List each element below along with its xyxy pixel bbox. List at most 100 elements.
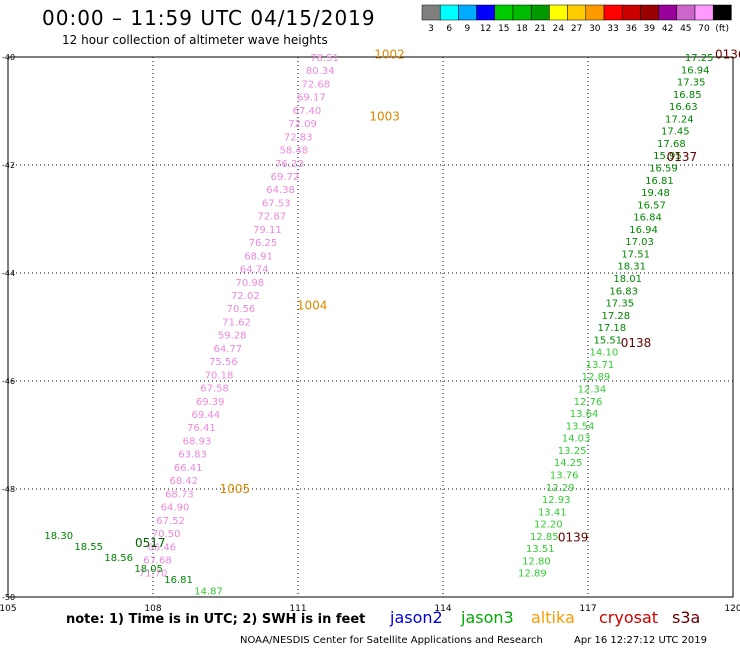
wave-height-value: 79.11 [253, 225, 282, 236]
pass-labels: 1002 1003 1004 1005 0136 0137 0138 0139 0517 [135, 47, 740, 550]
wave-height-value: 18.55 [74, 542, 103, 553]
legend-jason2: jason2 [390, 608, 443, 627]
footer-timestamp: Apr 16 12:27:12 UTC 2019 [574, 635, 707, 646]
wave-height-value: 17.35 [677, 78, 706, 89]
wave-height-value: 64.77 [213, 344, 242, 355]
wave-height-value: 16.63 [669, 102, 698, 113]
x-tick-label: 108 [144, 604, 161, 614]
color-scale-label: 33 [607, 24, 618, 34]
color-scale-label: 15 [498, 24, 509, 34]
wave-height-value: 72.09 [288, 119, 317, 130]
wave-height-value: 12.29 [546, 483, 575, 494]
color-scale-label: 6 [446, 24, 452, 34]
legend-cryosat: cryosat [599, 608, 659, 627]
page-subtitle: 12 hour collection of altimeter wave hei… [62, 33, 328, 47]
plot-grid [7, 56, 734, 598]
color-scale-label: (ft) [715, 24, 729, 34]
wave-height-value: 13.41 [538, 507, 567, 518]
color-swatch [694, 4, 714, 21]
wave-height-value: 12.76 [574, 397, 603, 408]
wave-height-value: 70.56 [227, 304, 256, 315]
wave-height-value: 72.87 [257, 212, 286, 223]
color-swatch [494, 4, 514, 21]
color-swatch [676, 4, 696, 21]
wave-height-value: 18.01 [613, 274, 642, 285]
wave-height-value: 80.34 [306, 66, 335, 77]
wave-height-value: 67.52 [156, 516, 185, 527]
wave-height-value: 68.91 [244, 251, 273, 262]
wave-height-value: 70.98 [235, 278, 264, 289]
color-swatch [585, 4, 605, 21]
wave-height-value: 72.83 [284, 132, 313, 143]
y-tick-label: -46 [2, 377, 15, 386]
wave-height-value: 13.64 [570, 409, 599, 420]
color-swatch [530, 4, 550, 21]
pass-label: 0137 [667, 150, 698, 164]
wave-height-value: 69.72 [271, 172, 300, 183]
wave-height-value: 12.93 [542, 495, 571, 506]
data-points: 78.51 80.34 72.68 69.17 67.40 72.09 72.83 58.48… [44, 53, 713, 597]
legend-jason3: jason3 [461, 608, 514, 627]
wave-height-value: 15.51 [594, 335, 623, 346]
wave-height-value: 18.30 [44, 531, 73, 542]
color-swatch [476, 4, 496, 21]
wave-height-value: 12.34 [578, 385, 607, 396]
x-tick-label: 105 [0, 604, 17, 614]
footer-center: NOAA/NESDIS Center for Satellite Applica… [240, 635, 543, 646]
color-scale-label: 18 [516, 24, 528, 34]
x-tick-label: 117 [579, 604, 596, 614]
color-swatch [512, 4, 532, 21]
wave-height-value: 16.59 [649, 164, 678, 175]
wave-height-value: 70.18 [205, 370, 234, 381]
pass-label: 1005 [220, 482, 251, 496]
color-scale-label: 39 [644, 24, 656, 34]
wave-height-value: 72.68 [301, 79, 330, 90]
wave-height-value: 76.41 [187, 423, 216, 434]
wave-height-value: 67.58 [200, 384, 229, 395]
y-tick-label: -50 [2, 593, 15, 602]
wave-height-value: 69.44 [191, 410, 220, 421]
wave-height-value: 64.90 [161, 503, 190, 514]
plot-frame [7, 56, 734, 598]
color-scale-label: 36 [625, 24, 637, 34]
color-scale-label: 30 [589, 24, 601, 34]
wave-height-value: 12.85 [530, 532, 559, 543]
wave-height-value: 13.71 [586, 360, 615, 371]
wave-height-value: 66.46 [147, 542, 176, 553]
wave-height-value: 75.56 [209, 357, 238, 368]
wave-height-value: 17.68 [657, 139, 686, 150]
wave-height-value: 69.39 [196, 397, 225, 408]
wave-height-value: 67.68 [143, 555, 172, 566]
wave-height-value: 76.23 [275, 159, 304, 170]
color-swatch [658, 4, 678, 21]
wave-height-value: 69.17 [297, 93, 326, 104]
wave-height-value: 16.84 [633, 213, 662, 224]
color-swatch [640, 4, 659, 21]
color-scale-legend: 3 6 9 12 15 18 21 24 27 30 33 36 39 42 45 70 (ft) [421, 4, 732, 34]
wave-height-value: 17.28 [601, 311, 630, 322]
wave-height-value: 13.76 [550, 470, 579, 481]
wave-height-value: 12.80 [522, 556, 551, 567]
wave-height-value: 17.51 [621, 249, 650, 260]
color-scale-label: 9 [465, 24, 471, 34]
wave-height-value: 68.93 [183, 436, 212, 447]
color-scale-label: 27 [571, 24, 582, 34]
legend-altika: altika [531, 608, 575, 627]
y-tick-label: -40 [2, 53, 15, 62]
wave-height-value: 67.53 [262, 198, 291, 209]
wave-height-value: 13.51 [526, 544, 555, 555]
wave-height-value: 14.87 [194, 586, 223, 597]
wave-height-value: 64.38 [266, 185, 295, 196]
wave-height-value: 58.48 [279, 146, 308, 157]
wave-height-value: 67.40 [293, 106, 322, 117]
color-scale-label: 24 [553, 24, 565, 34]
color-swatch [567, 4, 587, 21]
wave-height-value: 16.57 [637, 200, 666, 211]
wave-height-value: 17.25 [685, 53, 714, 64]
footer-note: note: 1) Time is in UTC; 2) SWH is in fe… [66, 612, 366, 627]
wave-height-value: 14.03 [562, 434, 591, 445]
wave-height-value: 17.24 [665, 114, 694, 125]
pass-label: 0138 [621, 336, 652, 350]
x-tick-label: 120 [724, 604, 740, 614]
